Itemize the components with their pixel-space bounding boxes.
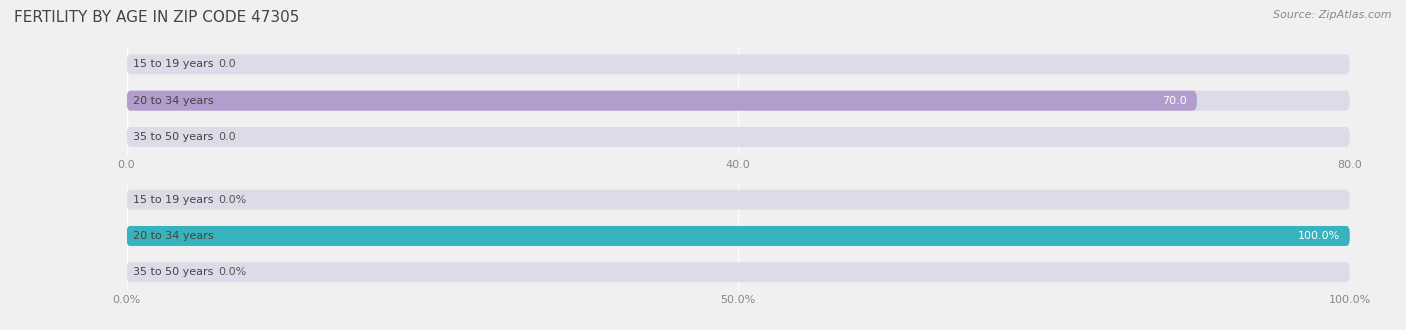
Text: 70.0: 70.0 [1163,96,1187,106]
FancyBboxPatch shape [127,190,1350,210]
Text: FERTILITY BY AGE IN ZIP CODE 47305: FERTILITY BY AGE IN ZIP CODE 47305 [14,10,299,25]
Text: Source: ZipAtlas.com: Source: ZipAtlas.com [1274,10,1392,20]
FancyBboxPatch shape [127,226,1350,246]
FancyBboxPatch shape [127,91,1197,111]
FancyBboxPatch shape [127,127,1350,147]
FancyBboxPatch shape [127,91,1350,111]
FancyBboxPatch shape [127,54,1350,74]
Text: 0.0: 0.0 [218,59,236,69]
Text: 15 to 19 years: 15 to 19 years [132,195,214,205]
FancyBboxPatch shape [127,262,1350,282]
Text: 0.0: 0.0 [218,132,236,142]
Text: 20 to 34 years: 20 to 34 years [132,231,214,241]
Text: 0.0%: 0.0% [218,195,246,205]
Text: 15 to 19 years: 15 to 19 years [132,59,214,69]
FancyBboxPatch shape [127,226,1350,246]
Text: 100.0%: 100.0% [1298,231,1340,241]
Text: 35 to 50 years: 35 to 50 years [132,132,214,142]
Text: 20 to 34 years: 20 to 34 years [132,96,214,106]
Text: 0.0%: 0.0% [218,267,246,277]
Text: 35 to 50 years: 35 to 50 years [132,267,214,277]
